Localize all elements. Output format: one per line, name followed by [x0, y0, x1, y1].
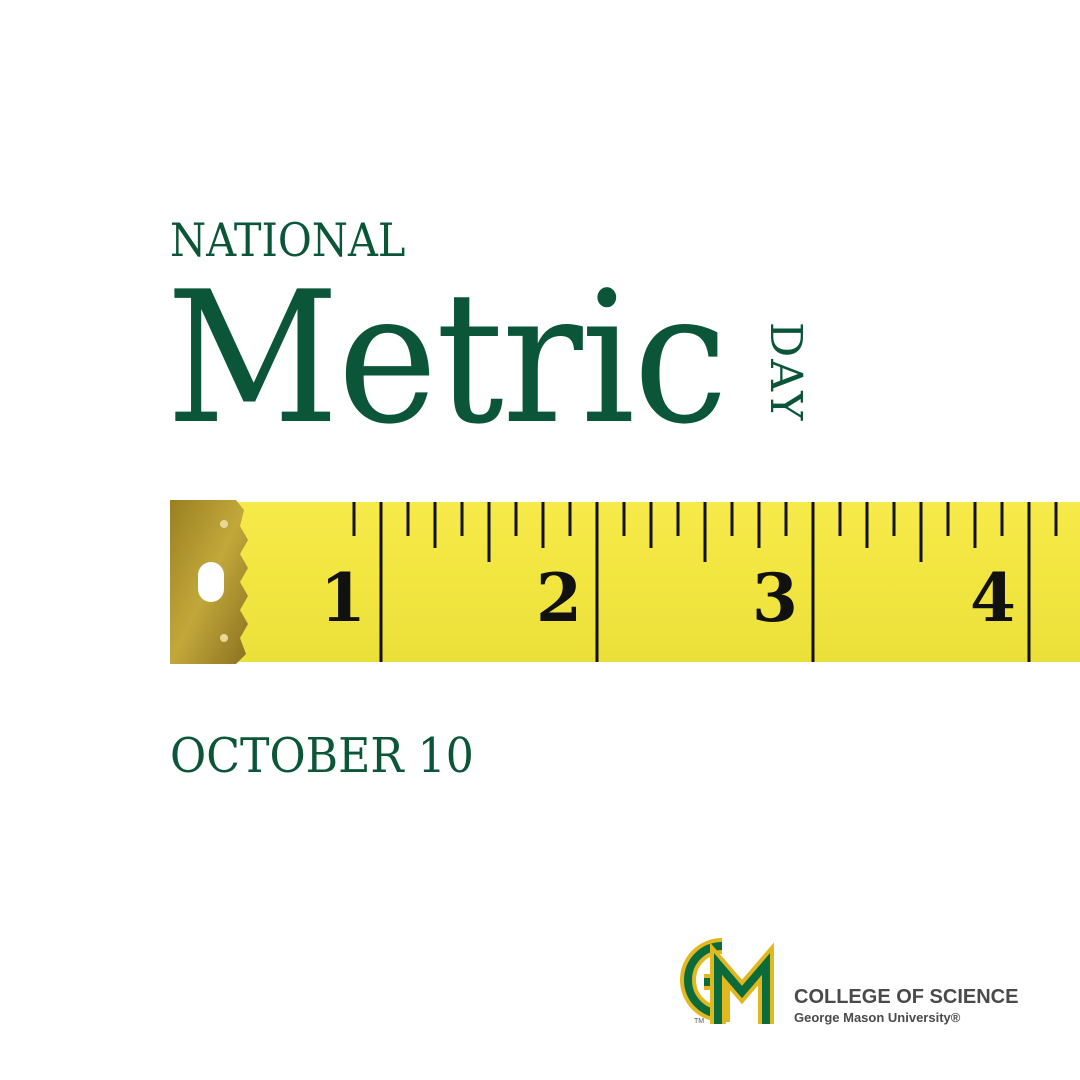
- title-day: DAY: [760, 322, 811, 423]
- tape-lower-band: [230, 628, 1080, 662]
- tape-number-1: 1: [320, 559, 366, 637]
- title-metric: Metric: [166, 252, 728, 464]
- college-name: COLLEGE OF SCIENCE: [794, 986, 1019, 1008]
- event-date: OCTOBER 10: [170, 728, 474, 784]
- clip-rivet-bottom: [220, 634, 228, 642]
- title-national: NATIONAL: [170, 213, 406, 267]
- trademark-symbol: TM: [694, 1018, 705, 1025]
- university-name: George Mason University®: [794, 1010, 961, 1025]
- clip-slot: [198, 562, 224, 602]
- tape-ticks: [352, 502, 1058, 662]
- measuring-tape: 1 2 3 4: [170, 500, 1080, 664]
- tape-numbers: 1 2 3 4: [320, 559, 1016, 637]
- college-logo: TM COLLEGE OF SCIENCE George Mason Unive…: [660, 930, 1060, 1030]
- tape-number-3: 3: [752, 559, 798, 637]
- gm-logo-icon: [680, 938, 774, 1024]
- clip-rivet-top: [220, 520, 228, 528]
- tape-number-4: 4: [970, 559, 1016, 637]
- tape-number-2: 2: [536, 559, 582, 637]
